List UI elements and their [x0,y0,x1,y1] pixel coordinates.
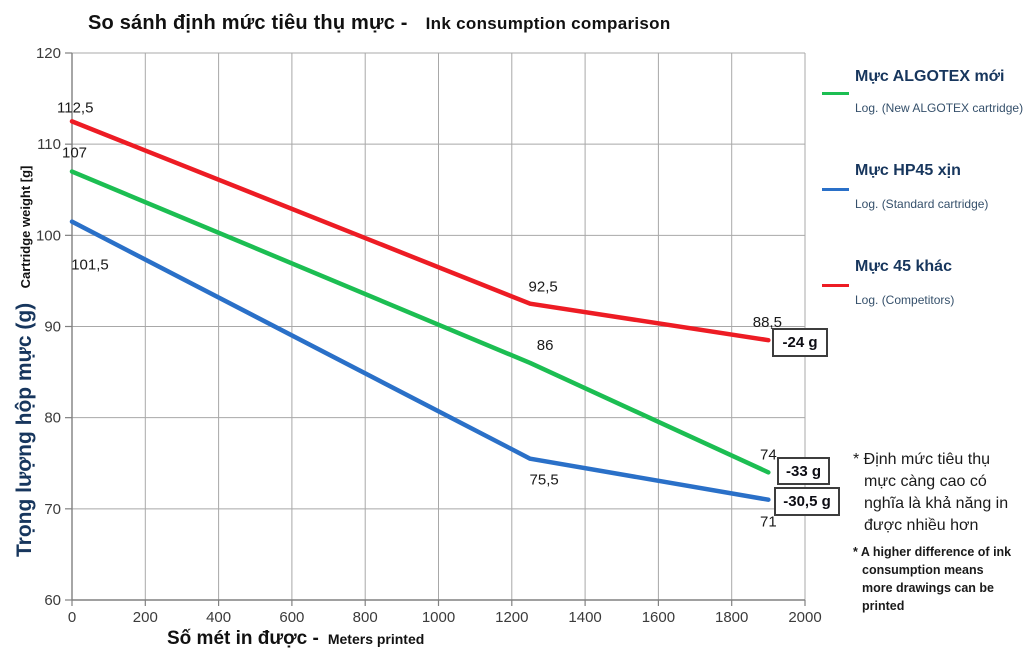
series-line-2 [69,119,771,343]
y-axis-title-en: Cartridge weight [g] [18,165,33,289]
x-tick-label: 200 [133,609,158,626]
legend-swatch-algotex-icon [822,92,849,95]
data-point-label: 92,5 [529,279,558,296]
x-tick-label: 1000 [422,609,455,626]
y-axis-title-vi: Trọng lượng hộp mực (g) [13,302,36,557]
footnote-vi: * Định mức tiêu thụ mực càng cao có nghĩ… [853,451,1009,534]
data-point-label: 86 [537,337,554,354]
legend-title-competitors: Mực 45 khác [855,258,952,275]
diff-box-competitors: -24 g [772,328,828,357]
x-tick-label: 800 [353,609,378,626]
legend-sub-hp45: Log. (Standard cartridge) [855,197,989,211]
series-line-0 [69,169,771,475]
data-point-label: 74 [760,446,777,463]
x-tick-label: 0 [68,609,76,626]
x-axis-title: Số mét in được - Meters printed [167,628,424,650]
x-tick-label: 2000 [788,609,821,626]
x-tick-label: 1800 [715,609,748,626]
legend-title-hp45: Mực HP45 xịn [855,162,961,179]
y-tick-label: 90 [44,319,61,336]
data-point-label: 101,5 [71,257,109,274]
legend-sub-algotex: Log. (New ALGOTEX cartridge) [855,101,1024,115]
y-tick-label: 120 [36,45,61,62]
x-tick-label: 1400 [568,609,601,626]
legend-sub-competitors: Log. (Competitors) [855,293,955,307]
legend-swatch-hp45-icon [822,188,849,191]
diff-box-hp45: -30,5 g [774,487,840,516]
legend-title-algotex: Mực ALGOTEX mới [855,68,1005,85]
diff-box-algotex: -33 g [777,457,830,485]
data-point-label: 75,5 [530,472,559,489]
y-tick-label: 80 [44,410,61,427]
data-point-label: 71 [760,514,777,531]
chart-title-en: Ink consumption comparison [425,14,671,33]
x-axis-title-vi: Số mét in được - [167,628,319,649]
series-line-1 [69,219,771,502]
data-point-label: 88,5 [753,314,782,331]
footnote-en: * A higher difference of ink consumption… [853,545,1012,613]
x-tick-label: 1600 [642,609,675,626]
y-tick-label: 100 [36,227,61,244]
y-tick-label: 70 [44,501,61,518]
legend-swatch-competitors-icon [822,284,849,287]
data-point-label: 107 [62,145,87,162]
chart-title: So sánh định mức tiêu thụ mực - Ink cons… [88,12,671,35]
y-tick-label: 110 [37,136,61,153]
y-tick-label: 60 [44,592,61,609]
x-axis-title-en: Meters printed [327,631,425,647]
x-tick-label: 400 [206,609,231,626]
data-point-label: 112,5 [57,99,93,116]
x-tick-label: 1200 [495,609,528,626]
chart-title-vi: So sánh định mức tiêu thụ mực - [88,12,408,34]
x-tick-label: 600 [279,609,304,626]
